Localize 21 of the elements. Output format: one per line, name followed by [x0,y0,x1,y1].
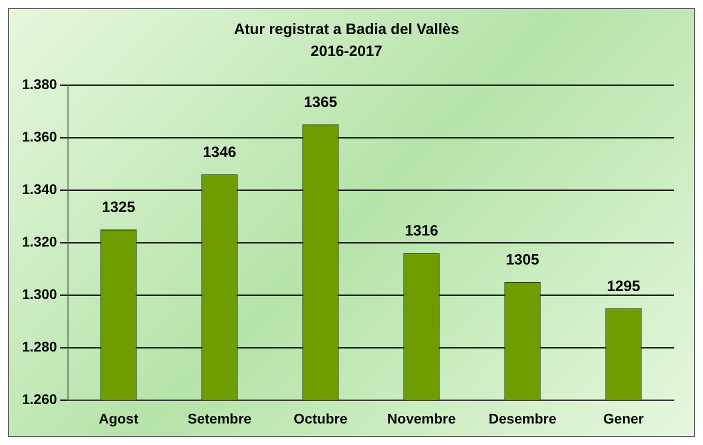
y-tick-label: 1.280 [22,338,58,355]
y-tick-label: 1.260 [22,391,58,408]
x-tick-label: Gener [603,410,644,426]
data-label: 1346 [202,144,236,161]
y-tick-label: 1.360 [22,128,58,144]
data-label: 1295 [606,278,640,295]
y-tick-label: 1.320 [22,233,58,250]
data-label: 1316 [404,222,438,240]
x-tick-label: Setembre [188,410,252,426]
y-tick-label: 1.380 [22,76,58,92]
data-label: 1365 [304,94,338,112]
x-tick-label: Octubre [294,410,348,426]
y-tick-label: 1.340 [22,180,58,197]
data-label: 1305 [506,252,540,269]
x-tick-label: Desembre [488,410,557,426]
x-tick-label: Agost [98,410,139,426]
x-tick-label: Novembre [387,410,456,426]
y-tick-label: 1.300 [22,286,58,302]
data-label: 1325 [102,199,136,216]
chart-title: Atur registrat a Badia del Vallès [234,21,460,38]
chart-subtitle: 2016-2017 [310,43,382,60]
